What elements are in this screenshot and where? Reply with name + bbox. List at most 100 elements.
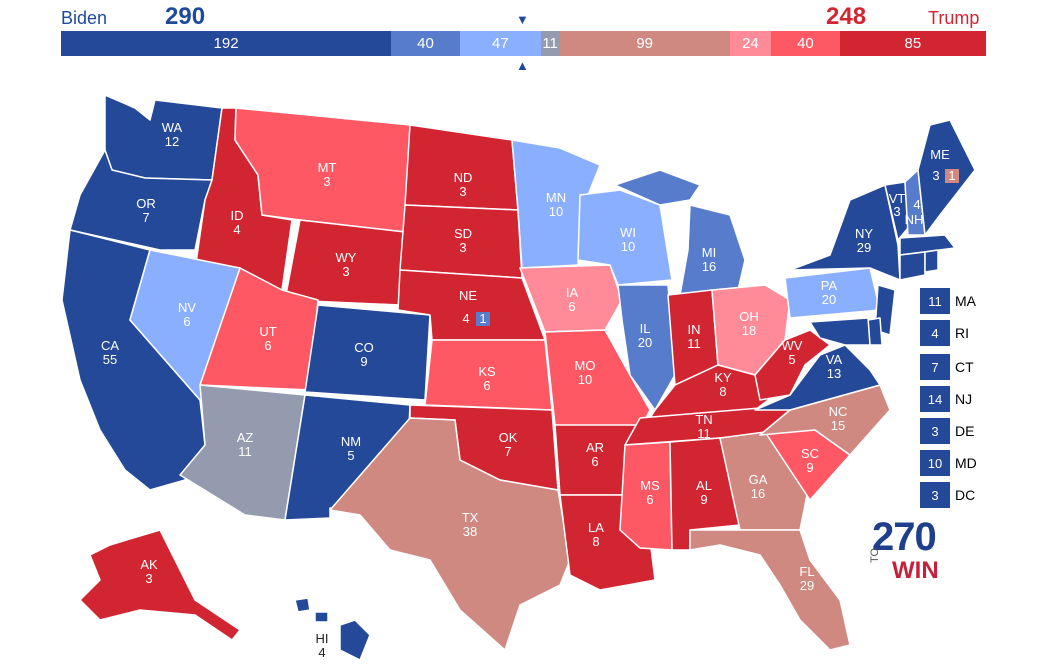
biden-name: Biden [61,8,108,28]
tally-safe-rep: 85 [839,31,986,56]
label-nc-abbr: NC [829,404,848,419]
state-va[interactable] [754,344,881,411]
logo-win: WIN [892,557,939,584]
label-al-ev: 9 [700,492,707,507]
state-or[interactable] [69,149,213,251]
label-oh-abbr: OH [739,309,759,324]
ri-ev-box: 4 [920,320,950,346]
dc-ev-box: 3 [920,482,950,508]
state-wv[interactable] [754,329,831,401]
label-co-ev: 9 [360,354,367,369]
state-mi-up[interactable] [614,169,701,206]
label-va-abbr: VA [826,352,843,367]
ma-abbr: MA [955,293,976,309]
label-ks-abbr: KS [478,364,496,379]
state-ri[interactable] [924,249,939,273]
state-ct[interactable] [899,251,926,281]
state-tx[interactable] [329,417,571,651]
label-sd-abbr: SD [454,226,472,241]
label-va-ev: 13 [827,366,841,381]
small-state-md[interactable]: 10 MD [920,450,1020,476]
tally-tossup: 11 [540,31,560,56]
label-ky-abbr: KY [714,370,732,385]
md-abbr: MD [955,455,977,471]
label-mn-abbr: MN [546,190,566,205]
label-ok-abbr: OK [499,430,518,445]
label-pa-ev: 20 [822,292,836,307]
tally-lean-rep: 24 [729,31,772,56]
small-state-dc[interactable]: 3 DC [920,482,1020,508]
electoral-tally-bar: 192 40 47 11 99 24 40 85 [61,31,986,56]
label-tx-ev: 38 [463,524,477,539]
state-md[interactable] [809,317,871,346]
label-ga-ev: 16 [751,486,765,501]
md-ev-box: 10 [920,450,950,476]
state-ia[interactable] [519,264,623,333]
270towin-logo[interactable]: 270 TO WIN [869,515,952,585]
nj-ev-box: 14 [920,386,950,412]
logo-number: 270 [872,515,937,559]
label-mi-abbr: MI [702,245,716,260]
label-mi-ev: 16 [702,259,716,274]
label-az-ev: 11 [238,444,252,459]
label-ms-abbr: MS [640,478,660,493]
label-la-abbr: LA [588,520,604,535]
label-in-ev: 11 [687,336,701,351]
small-state-nj[interactable]: 14 NJ [920,386,1020,412]
label-me-ev: 3 [932,168,939,183]
small-state-ct[interactable]: 7 CT [920,354,1020,380]
label-ut-abbr: UT [259,324,276,339]
label-ne-ev: 4 [462,311,469,326]
ne-split-box[interactable] [476,312,490,326]
label-nm-ev: 5 [347,448,354,463]
label-in-abbr: IN [688,322,701,337]
nj-abbr: NJ [955,391,973,407]
label-nh-abbr: NH [905,212,924,227]
tally-tilt-rep: 99 [559,31,730,56]
state-ak[interactable] [79,529,241,641]
label-nh-ev: 4 [913,197,920,212]
label-nv-ev: 6 [183,314,190,329]
me-split-box[interactable] [945,169,959,183]
ct-ev-box: 7 [920,354,950,380]
small-state-ri[interactable]: 4 RI [920,320,1020,346]
label-id-ev: 4 [233,222,240,237]
label-wi-abbr: WI [620,225,636,240]
label-ca-ev: 55 [103,352,117,367]
state-wi[interactable] [577,189,673,286]
label-ia-ev: 6 [568,299,575,314]
label-sc-ev: 9 [806,460,813,475]
label-nd-abbr: ND [454,170,473,185]
label-wi-ev: 10 [621,239,635,254]
state-wa[interactable] [104,94,223,181]
label-wa-ev: 12 [165,134,179,149]
270-marker-up-icon: ▲ [516,58,529,73]
label-az-abbr: AZ [237,430,254,445]
state-hi[interactable] [339,619,371,661]
state-fl[interactable] [689,529,851,651]
label-mn-ev: 10 [549,204,563,219]
label-nc-ev: 15 [831,418,845,433]
state-hi-islands[interactable] [294,597,329,623]
label-ut-ev: 6 [264,338,271,353]
label-ak-ev: 3 [145,571,152,586]
270-marker-down-icon: ▼ [516,12,529,27]
label-or-ev: 7 [142,210,149,225]
label-ga-abbr: GA [749,472,768,487]
state-ny[interactable] [789,184,901,281]
tally-likely-dem: 40 [391,31,460,56]
label-ia-abbr: IA [566,285,579,300]
label-ks-ev: 6 [483,378,490,393]
small-state-ma[interactable]: 11 MA [920,288,1020,314]
state-ma[interactable] [899,234,956,256]
label-nv-abbr: NV [178,300,196,315]
label-sc-abbr: SC [801,446,819,461]
label-ak-abbr: AK [140,557,158,572]
label-tn-abbr: TN [695,412,712,427]
label-or-abbr: OR [136,196,156,211]
small-state-de[interactable]: 3 DE [920,418,1020,444]
state-ms[interactable] [619,441,673,551]
label-wv-abbr: WV [782,338,803,353]
label-mo-ev: 10 [578,372,592,387]
label-ca-abbr: CA [101,338,119,353]
